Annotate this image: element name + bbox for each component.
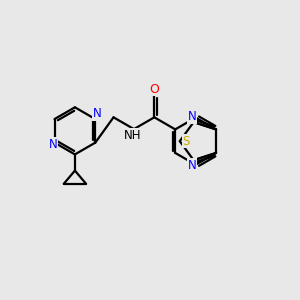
Text: N: N: [188, 110, 197, 123]
Text: N: N: [92, 107, 101, 120]
Text: N: N: [188, 159, 197, 172]
Text: N: N: [49, 138, 57, 151]
Text: O: O: [149, 83, 159, 96]
Text: S: S: [183, 135, 190, 148]
Text: NH: NH: [124, 129, 141, 142]
